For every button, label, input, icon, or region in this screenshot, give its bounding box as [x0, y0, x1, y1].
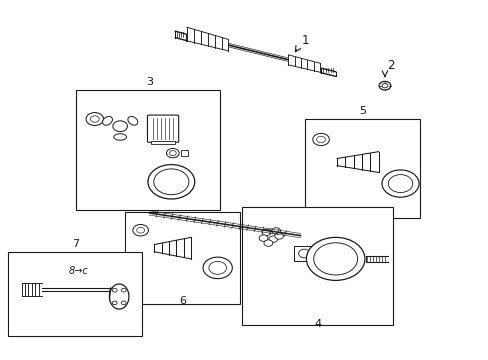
Text: 5: 5	[358, 106, 365, 116]
Circle shape	[121, 301, 126, 305]
Circle shape	[113, 121, 127, 132]
Text: 4: 4	[313, 319, 321, 329]
Circle shape	[378, 81, 390, 90]
Circle shape	[203, 257, 232, 279]
Circle shape	[259, 235, 267, 241]
Circle shape	[148, 165, 194, 199]
Circle shape	[133, 225, 148, 236]
Circle shape	[268, 236, 277, 242]
Circle shape	[271, 228, 280, 234]
Bar	[305, 119, 419, 218]
Ellipse shape	[102, 117, 112, 125]
Text: 7: 7	[72, 239, 79, 249]
Circle shape	[264, 240, 272, 246]
Text: 3: 3	[145, 77, 153, 87]
Bar	[125, 212, 239, 304]
Bar	[76, 90, 220, 211]
Circle shape	[312, 134, 329, 145]
Bar	[180, 150, 187, 156]
Ellipse shape	[114, 134, 126, 140]
Bar	[8, 252, 142, 336]
Text: 8→c: 8→c	[69, 266, 88, 276]
Text: 6: 6	[179, 296, 186, 306]
Circle shape	[274, 233, 283, 239]
Circle shape	[112, 301, 117, 305]
Circle shape	[112, 288, 117, 292]
Circle shape	[166, 148, 179, 158]
Circle shape	[381, 84, 387, 88]
Circle shape	[306, 237, 364, 280]
Circle shape	[313, 243, 357, 275]
Circle shape	[121, 288, 126, 292]
Circle shape	[86, 113, 103, 126]
FancyBboxPatch shape	[147, 115, 178, 142]
Circle shape	[387, 175, 412, 193]
Circle shape	[298, 249, 310, 258]
Ellipse shape	[128, 117, 138, 125]
Circle shape	[381, 170, 418, 197]
Bar	[151, 141, 174, 144]
Bar	[293, 246, 315, 261]
Bar	[242, 207, 392, 325]
Text: 2: 2	[386, 59, 394, 72]
Circle shape	[169, 150, 176, 156]
Circle shape	[208, 261, 226, 274]
Text: 1: 1	[302, 33, 309, 46]
Circle shape	[316, 136, 325, 143]
Circle shape	[90, 116, 99, 122]
Circle shape	[137, 227, 144, 233]
Ellipse shape	[109, 284, 129, 309]
Circle shape	[262, 229, 270, 235]
Circle shape	[154, 169, 188, 195]
